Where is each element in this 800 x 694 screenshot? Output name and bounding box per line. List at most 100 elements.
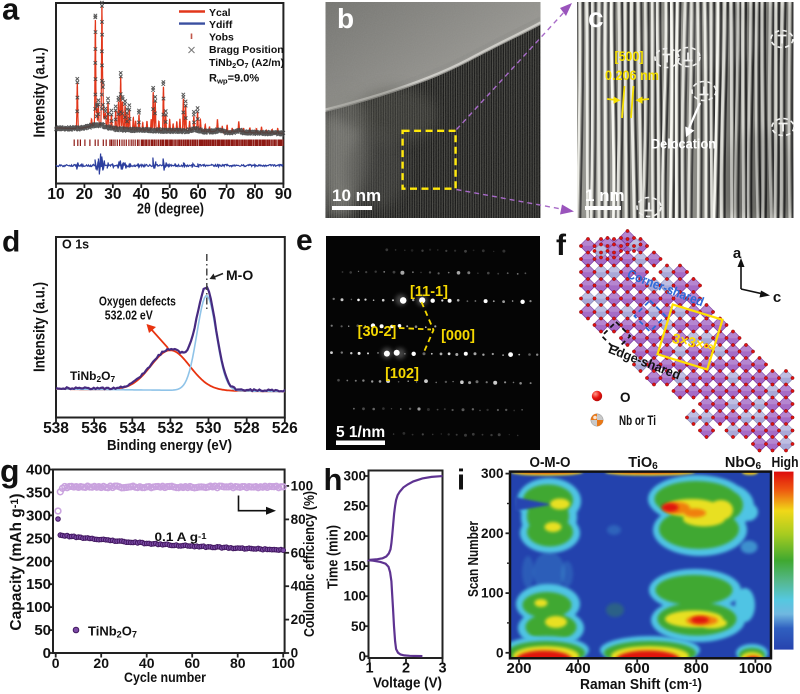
svg-text:[102]: [102] [385,366,419,382]
svg-text:250: 250 [343,499,366,514]
svg-text:Delocation: Delocation [651,137,716,152]
svg-text:5 1/nm: 5 1/nm [336,424,385,441]
svg-text:40: 40 [139,655,155,671]
svg-text:a: a [733,245,742,262]
svg-text:100: 100 [26,599,51,616]
svg-text:60: 60 [291,545,306,560]
svg-text:40: 40 [291,579,306,594]
svg-text:20: 20 [291,612,306,627]
svg-text:i: i [457,465,465,497]
svg-text:532.02 eV: 532.02 eV [105,309,154,323]
svg-text:538: 538 [43,420,69,437]
svg-text:Rwp=9.0%: Rwp=9.0% [209,73,259,86]
svg-text:50: 50 [161,186,178,203]
svg-text:3: 3 [438,661,446,677]
svg-text:200: 200 [506,660,531,677]
svg-text:534: 534 [119,420,145,437]
svg-text:Cycle number: Cycle number [124,669,206,685]
svg-text:20: 20 [76,186,93,203]
svg-text:300: 300 [343,469,366,484]
svg-text:High: High [772,455,799,471]
svg-text:Intensity (a.u.): Intensity (a.u.) [32,48,49,138]
svg-text:528: 528 [234,420,260,437]
svg-text:[30-2]: [30-2] [358,324,397,340]
svg-text:Capacity (mAh g-1): Capacity (mAh g-1) [8,493,25,630]
svg-text:f: f [556,229,567,262]
svg-text:TiNb2O7 (A2/m): TiNb2O7 (A2/m) [209,57,284,70]
svg-text:0.1 A g-1: 0.1 A g -1 [155,530,207,544]
svg-text:100: 100 [343,589,366,604]
svg-text:10: 10 [47,186,64,203]
svg-text:M-O: M-O [226,267,253,283]
svg-text:NbO6: NbO6 [725,455,762,472]
svg-text:0.206 nm: 0.206 nm [605,68,659,83]
svg-text:20: 20 [93,655,109,671]
svg-text:Oxygen defects: Oxygen defects [99,295,176,309]
svg-text:Ydiff: Ydiff [209,19,233,31]
svg-text:Bragg Position: Bragg Position [209,44,284,56]
svg-text:b: b [337,3,354,34]
svg-text:h: h [324,462,343,497]
svg-text:Coulombic efficiency (%): Coulombic efficiency (%) [301,491,318,637]
svg-text:O 1s: O 1s [62,238,89,252]
svg-text:100: 100 [291,478,314,493]
svg-text:50: 50 [34,622,51,639]
svg-text:[500]: [500] [615,49,644,64]
svg-text:526: 526 [272,420,298,437]
svg-text:70: 70 [218,186,235,203]
svg-text:0: 0 [291,646,299,661]
svg-text:300: 300 [26,507,51,524]
svg-text:300: 300 [481,466,504,481]
svg-text:400: 400 [566,660,591,677]
svg-text:0: 0 [358,649,366,664]
svg-text:60: 60 [190,186,207,203]
svg-text:g: g [0,453,20,489]
svg-text:800: 800 [684,660,709,677]
svg-text:Scan Number: Scan Number [465,521,482,597]
svg-text:350: 350 [26,484,51,501]
svg-text:50: 50 [351,619,366,634]
svg-text:O-M-O: O-M-O [530,455,571,471]
svg-text:2θ (degree): 2θ (degree) [137,201,204,218]
svg-text:Raman Shift (cm-1): Raman Shift (cm-1) [580,677,702,693]
svg-text:1: 1 [365,661,373,677]
svg-text:530: 530 [196,420,222,437]
svg-text:TiNb2O7: TiNb2O7 [88,624,137,640]
svg-text:200: 200 [481,526,504,541]
svg-text:Binding energy (eV): Binding energy (eV) [107,437,232,454]
svg-text:Yobs: Yobs [209,31,234,43]
svg-text:10 nm: 10 nm [332,186,381,205]
svg-text:TiO6: TiO6 [628,455,658,472]
svg-text:[11-1]: [11-1] [410,284,448,300]
svg-text:c: c [588,2,604,33]
svg-text:1000: 1000 [739,660,772,677]
svg-text:80: 80 [291,512,306,527]
svg-text:80: 80 [246,186,263,203]
svg-text:100: 100 [272,655,296,671]
svg-text:60: 60 [184,655,200,671]
svg-text:c: c [773,289,781,306]
svg-text:0: 0 [496,645,504,660]
svg-text:400: 400 [26,462,51,479]
svg-text:Ycal: Ycal [209,7,231,19]
svg-text:e: e [296,224,313,257]
svg-text:200: 200 [26,553,51,570]
svg-text:30: 30 [104,186,121,203]
svg-text:90: 90 [275,186,292,203]
svg-text:Nb or Ti: Nb or Ti [619,413,656,428]
svg-text:a: a [2,0,20,27]
svg-text:2: 2 [402,661,410,677]
svg-text:536: 536 [81,420,107,437]
svg-text:250: 250 [26,530,51,547]
svg-text:200: 200 [343,529,366,544]
svg-text:150: 150 [343,559,366,574]
svg-text:600: 600 [625,660,650,677]
svg-text:0: 0 [43,645,51,662]
svg-text:0: 0 [52,655,60,671]
svg-text:[000]: [000] [441,328,475,344]
svg-text:532: 532 [157,420,183,437]
svg-text:40: 40 [133,186,150,203]
svg-text:Intensity (a.u.): Intensity (a.u.) [32,282,49,372]
svg-text:O: O [620,390,631,405]
svg-text:1 nm: 1 nm [585,186,625,205]
